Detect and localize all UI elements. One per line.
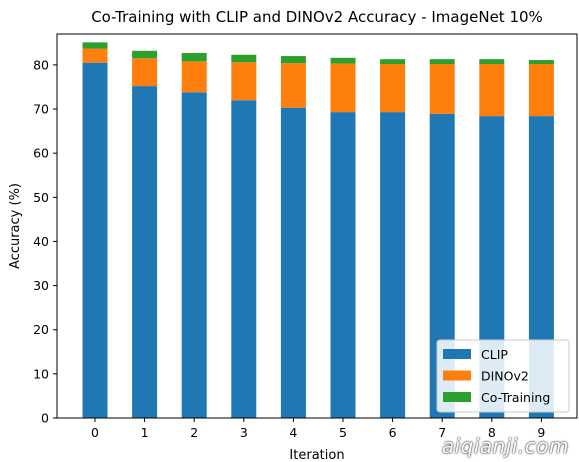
x-tick-label: 7 <box>438 425 446 440</box>
legend-label: CLIP <box>481 347 508 362</box>
bar-dinov2-4 <box>280 63 306 108</box>
legend-swatch <box>443 349 471 359</box>
y-tick-label: 30 <box>33 278 49 293</box>
y-axis-label: Accuracy (%) <box>8 183 23 269</box>
x-tick-label: 5 <box>339 425 347 440</box>
legend-label: Co-Training <box>481 390 550 405</box>
chart-title: Co-Training with CLIP and DINOv2 Accurac… <box>91 8 543 26</box>
bar-co-training-5 <box>330 57 356 64</box>
bar-dinov2-5 <box>330 63 356 113</box>
x-tick-label: 2 <box>190 425 198 440</box>
bar-clip-3 <box>231 100 257 418</box>
bar-co-training-7 <box>429 59 455 65</box>
x-tick-label: 0 <box>91 425 99 440</box>
bar-clip-5 <box>330 112 356 418</box>
x-tick-label: 1 <box>141 425 149 440</box>
bar-clip-1 <box>132 86 158 418</box>
y-tick-label: 0 <box>41 411 49 426</box>
bar-clip-6 <box>380 112 406 418</box>
bar-dinov2-6 <box>380 64 406 113</box>
bar-co-training-1 <box>132 50 158 59</box>
y-tick-label: 40 <box>33 234 49 249</box>
x-tick-label: 9 <box>537 425 545 440</box>
y-tick-label: 10 <box>33 366 49 381</box>
bars-group <box>82 42 554 419</box>
bar-co-training-0 <box>82 42 108 49</box>
y-axis: 0 10 20 30 40 50 60 70 80 <box>33 57 57 426</box>
y-tick-label: 50 <box>33 190 49 205</box>
bar-co-training-9 <box>528 60 554 65</box>
legend: CLIP DINOv2 Co-Training <box>436 339 570 413</box>
y-tick-label: 20 <box>33 322 49 337</box>
x-axis: 0 1 2 3 4 5 6 7 8 9 <box>91 418 545 440</box>
bar-clip-4 <box>280 107 306 419</box>
bar-dinov2-9 <box>528 64 554 117</box>
watermark-text: aiqianji.com <box>441 434 569 458</box>
x-tick-label: 8 <box>488 425 496 440</box>
bar-dinov2-0 <box>82 48 108 63</box>
x-tick-label: 6 <box>389 425 397 440</box>
y-tick-label: 70 <box>33 102 49 117</box>
legend-swatch <box>443 392 471 402</box>
bar-dinov2-3 <box>231 62 257 101</box>
plot-frame <box>56 33 578 419</box>
bar-co-training-6 <box>380 59 406 65</box>
bar-co-training-2 <box>181 52 207 62</box>
bar-dinov2-2 <box>181 61 207 93</box>
x-tick-label: 4 <box>289 425 297 440</box>
bar-co-training-8 <box>479 59 505 65</box>
legend-swatch <box>443 370 471 381</box>
bar-co-training-4 <box>280 56 306 64</box>
x-axis-label: Iteration <box>289 448 344 462</box>
y-tick-label: 60 <box>33 146 49 161</box>
bar-dinov2-8 <box>479 64 505 117</box>
legend-label: DINOv2 <box>481 369 529 384</box>
y-tick-label: 80 <box>33 57 49 72</box>
bar-co-training-3 <box>231 54 257 63</box>
bar-dinov2-7 <box>429 64 455 114</box>
bar-clip-0 <box>82 62 108 418</box>
x-tick-label: 3 <box>240 425 248 440</box>
bar-clip-2 <box>181 92 207 418</box>
bar-dinov2-1 <box>132 58 158 87</box>
